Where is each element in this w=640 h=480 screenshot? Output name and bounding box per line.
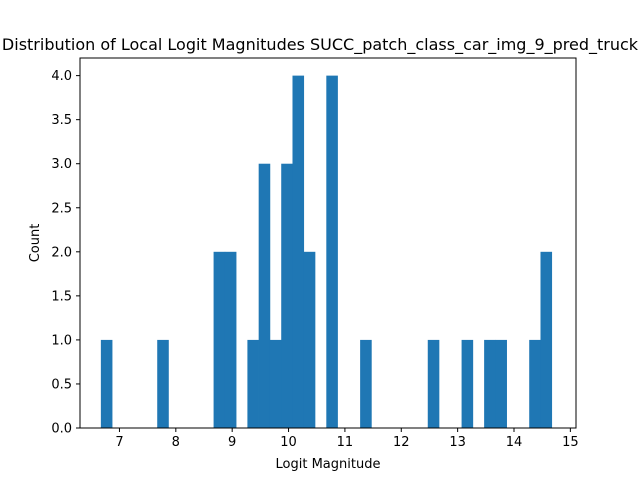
x-tick-label: 8 (172, 435, 180, 450)
histogram-bar (247, 339, 259, 428)
x-tick-label: 11 (337, 435, 354, 450)
histogram-bar (224, 251, 237, 428)
histogram-bar (269, 339, 282, 428)
histogram-bar (281, 163, 293, 428)
histogram-bar (529, 339, 541, 428)
y-tick-label: 0.0 (51, 422, 72, 437)
plot-frame (79, 57, 577, 429)
histogram-bar (484, 339, 496, 428)
histogram-bar (360, 339, 372, 428)
y-axis-ticks: 0.0 0.5 1.0 1.5 2.0 2.5 3.0 3.5 4.0 (51, 69, 80, 437)
x-axis-ticks: 7 8 9 10 11 12 13 14 15 (115, 428, 579, 450)
y-tick-label: 3.0 (51, 157, 72, 172)
y-tick-label: 0.5 (51, 377, 72, 392)
x-tick-label: 12 (393, 435, 410, 450)
x-tick-label: 7 (115, 435, 123, 450)
y-tick-label: 1.5 (51, 289, 72, 304)
x-tick-label: 13 (449, 435, 466, 450)
x-tick-label: 9 (228, 435, 236, 450)
bars-group (100, 75, 553, 428)
y-tick-label: 1.0 (51, 333, 72, 348)
histogram-bar (213, 251, 226, 428)
x-axis-label: Logit Magnitude (276, 457, 381, 472)
histogram-bar (303, 251, 316, 428)
chart-title: Distribution of Local Logit Magnitudes S… (2, 35, 639, 55)
histogram-bar (326, 75, 338, 428)
histogram-bar (495, 339, 507, 428)
histogram-bar (461, 339, 474, 428)
y-tick-label: 3.5 (51, 113, 72, 128)
histogram-bar (100, 339, 113, 428)
histogram-bar (540, 251, 553, 428)
histogram-bar (292, 75, 305, 428)
histogram-bar (157, 339, 169, 428)
x-tick-label: 10 (280, 435, 297, 450)
x-tick-label: 15 (562, 435, 579, 450)
x-tick-label: 14 (506, 435, 523, 450)
histogram-bar (258, 163, 271, 428)
y-axis-label: Count (28, 224, 43, 263)
y-tick-label: 2.0 (51, 245, 72, 260)
y-tick-label: 4.0 (51, 69, 72, 84)
histogram-bar (427, 339, 440, 428)
y-tick-label: 2.5 (51, 201, 72, 216)
